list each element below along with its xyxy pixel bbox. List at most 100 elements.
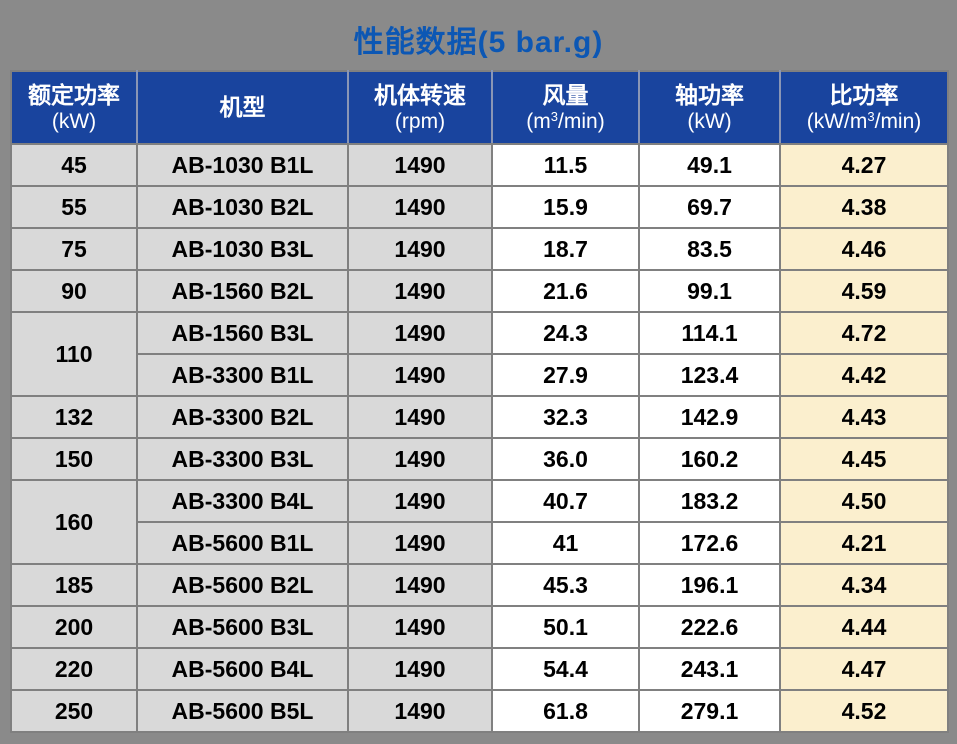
cell-specific-power: 4.50 (779, 479, 949, 523)
table-row: 45 AB-1030 B1L 1490 11.5 49.1 4.27 (10, 143, 949, 187)
cell-speed: 1490 (347, 269, 493, 313)
cell-shaft-power: 142.9 (638, 395, 781, 439)
cell-model: AB-1030 B3L (136, 227, 349, 271)
cell-specific-power: 4.46 (779, 227, 949, 271)
cell-airflow: 54.4 (491, 647, 640, 691)
cell-model: AB-5600 B2L (136, 563, 349, 607)
page-title: 性能数据(5 bar.g) (353, 26, 604, 59)
cell-shaft-power: 123.4 (638, 353, 781, 397)
header-title: 机型 (219, 94, 266, 121)
cell-shaft-power: 114.1 (638, 311, 781, 355)
cell-model: AB-5600 B1L (136, 521, 349, 565)
cell-rated-power: 132 (10, 395, 138, 439)
table-row: 132 AB-3300 B2L 1490 32.3 142.9 4.43 (10, 395, 949, 439)
cell-shaft-power: 69.7 (638, 185, 781, 229)
superscript-3: 3 (867, 109, 875, 125)
cell-specific-power: 4.21 (779, 521, 949, 565)
cell-shaft-power: 160.2 (638, 437, 781, 481)
performance-table: 额定功率 (kW) 机型 机体转速 (rpm) 风量 (m3/min) 轴功率 … (10, 70, 949, 733)
header-airflow: 风量 (m3/min) (491, 70, 640, 145)
header-unit: (kW) (51, 110, 97, 134)
cell-airflow: 45.3 (491, 563, 640, 607)
cell-airflow: 32.3 (491, 395, 640, 439)
header-row: 额定功率 (kW) 机型 机体转速 (rpm) 风量 (m3/min) 轴功率 … (10, 70, 949, 145)
cell-specific-power: 4.72 (779, 311, 949, 355)
cell-rated-power: 55 (10, 185, 138, 229)
cell-airflow: 36.0 (491, 437, 640, 481)
cell-specific-power: 4.52 (779, 689, 949, 733)
cell-airflow: 50.1 (491, 605, 640, 649)
cell-model: AB-1030 B2L (136, 185, 349, 229)
cell-specific-power: 4.59 (779, 269, 949, 313)
cell-speed: 1490 (347, 605, 493, 649)
table-row: 110 AB-1560 B3L 1490 24.3 114.1 4.72 (10, 311, 949, 397)
cell-rated-power: 90 (10, 269, 138, 313)
cell-airflow: 18.7 (491, 227, 640, 271)
table-row: AB-5600 B1L 1490 41 172.6 4.21 (11, 521, 949, 565)
table-row: 75 AB-1030 B3L 1490 18.7 83.5 4.46 (10, 227, 949, 271)
header-speed: 机体转速 (rpm) (347, 70, 493, 145)
cell-specific-power: 4.43 (779, 395, 949, 439)
cell-shaft-power: 83.5 (638, 227, 781, 271)
cell-model: AB-1560 B2L (136, 269, 349, 313)
cell-specific-power: 4.38 (779, 185, 949, 229)
cell-shaft-power: 49.1 (638, 143, 781, 187)
header-model: 机型 (136, 70, 349, 145)
table-row: 90 AB-1560 B2L 1490 21.6 99.1 4.59 (10, 269, 949, 313)
cell-airflow: 41 (491, 521, 640, 565)
cell-rated-power: 250 (10, 689, 138, 733)
header-specific-power: 比功率 (kW/m3/min) (779, 70, 949, 145)
cell-speed: 1490 (347, 647, 493, 691)
cell-airflow: 15.9 (491, 185, 640, 229)
cell-model: AB-3300 B4L (136, 479, 349, 523)
header-shaft-power: 轴功率 (kW) (638, 70, 781, 145)
header-title: 额定功率 (28, 81, 120, 108)
table-row: 185 AB-5600 B2L 1490 45.3 196.1 4.34 (10, 563, 949, 607)
cell-shaft-power: 196.1 (638, 563, 781, 607)
header-unit: (m3/min) (526, 109, 605, 134)
cell-specific-power: 4.45 (779, 437, 949, 481)
cell-rated-power: 185 (10, 563, 138, 607)
cell-shaft-power: 172.6 (638, 521, 781, 565)
cell-speed: 1490 (347, 689, 493, 733)
cell-speed: 1490 (347, 185, 493, 229)
cell-model: AB-1560 B3L (136, 311, 349, 355)
cell-airflow: 24.3 (491, 311, 640, 355)
cell-speed: 1490 (347, 563, 493, 607)
table-row: AB-3300 B1L 1490 27.9 123.4 4.42 (11, 353, 949, 397)
cell-model: AB-3300 B3L (136, 437, 349, 481)
cell-shaft-power: 243.1 (638, 647, 781, 691)
cell-shaft-power: 99.1 (638, 269, 781, 313)
cell-airflow: 40.7 (491, 479, 640, 523)
header-rated-power: 额定功率 (kW) (10, 70, 138, 145)
cell-model: AB-5600 B4L (136, 647, 349, 691)
cell-airflow: 27.9 (491, 353, 640, 397)
cell-speed: 1490 (347, 395, 493, 439)
cell-speed: 1490 (347, 227, 493, 271)
header-title: 轴功率 (675, 81, 744, 108)
header-unit: (kW/m3/min) (806, 109, 922, 134)
cell-speed: 1490 (347, 437, 493, 481)
cell-specific-power: 4.27 (779, 143, 949, 187)
cell-rated-power: 75 (10, 227, 138, 271)
table-row: 55 AB-1030 B2L 1490 15.9 69.7 4.38 (10, 185, 949, 229)
table-row: 220 AB-5600 B4L 1490 54.4 243.1 4.47 (10, 647, 949, 691)
cell-rated-power: 200 (10, 605, 138, 649)
cell-speed: 1490 (347, 479, 493, 523)
cell-speed: 1490 (347, 311, 493, 355)
cell-model: AB-1030 B1L (136, 143, 349, 187)
table-row: 150 AB-3300 B3L 1490 36.0 160.2 4.45 (10, 437, 949, 481)
table-row: 200 AB-5600 B3L 1490 50.1 222.6 4.44 (10, 605, 949, 649)
cell-model: AB-3300 B2L (136, 395, 349, 439)
cell-rated-power-merged: 160 (10, 479, 138, 565)
table-row: 250 AB-5600 B5L 1490 61.8 279.1 4.52 (10, 689, 949, 733)
cell-rated-power: 150 (10, 437, 138, 481)
cell-speed: 1490 (347, 353, 493, 397)
table-header: 额定功率 (kW) 机型 机体转速 (rpm) 风量 (m3/min) 轴功率 … (10, 70, 949, 145)
header-unit: (kW) (687, 110, 732, 134)
cell-specific-power: 4.34 (779, 563, 949, 607)
cell-specific-power: 4.44 (779, 605, 949, 649)
cell-rated-power: 45 (10, 143, 138, 187)
header-unit: (rpm) (394, 110, 446, 134)
cell-shaft-power: 279.1 (638, 689, 781, 733)
